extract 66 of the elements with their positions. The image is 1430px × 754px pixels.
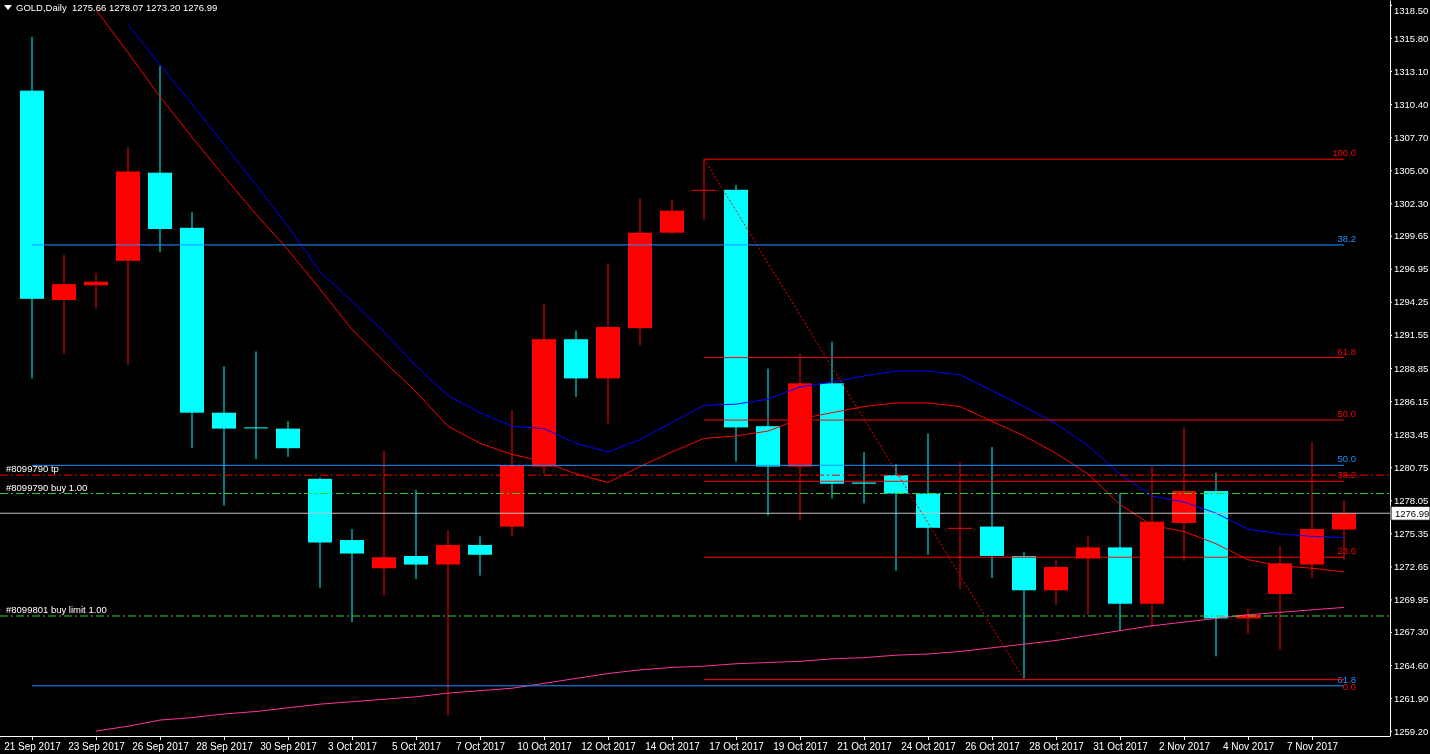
y-tick-label: 1318.50 bbox=[1394, 4, 1429, 16]
y-tick-label: 1275.35 bbox=[1394, 527, 1429, 539]
x-tick-label: 10 Oct 2017 bbox=[517, 741, 573, 753]
x-tick-label: 26 Sep 2017 bbox=[132, 741, 190, 753]
y-tick-label: 1269.95 bbox=[1394, 593, 1429, 605]
x-tick-label: 7 Oct 2017 bbox=[456, 741, 506, 753]
series-label: 50.0 bbox=[1337, 408, 1356, 420]
y-tick-label: 1299.65 bbox=[1394, 230, 1429, 242]
x-tick-label: 5 Oct 2017 bbox=[392, 741, 442, 753]
candlestick bbox=[1044, 559, 1068, 606]
y-tick-label: 1310.40 bbox=[1394, 98, 1429, 110]
y-tick-label: 1307.70 bbox=[1394, 131, 1429, 143]
chart-title: GOLD,Daily 1275.66 1278.07 1273.20 1276.99 bbox=[16, 2, 218, 13]
x-tick-label: 14 Oct 2017 bbox=[645, 741, 701, 753]
y-tick-label: 1280.75 bbox=[1394, 461, 1429, 473]
candlestick bbox=[660, 199, 684, 235]
candlestick bbox=[244, 350, 268, 460]
series-label: 61.8 bbox=[1337, 345, 1356, 357]
y-tick-label: 1302.30 bbox=[1394, 197, 1429, 209]
x-tick-label: 28 Oct 2017 bbox=[1029, 741, 1085, 753]
candlestick bbox=[276, 420, 300, 458]
x-tick-label: 31 Oct 2017 bbox=[1093, 741, 1149, 753]
ref-line-label: #8099801 buy limit 1.00 bbox=[6, 603, 107, 615]
y-tick-label: 1278.05 bbox=[1394, 494, 1429, 506]
x-tick-label: 4 Nov 2017 bbox=[1222, 741, 1275, 753]
x-tick-label: 7 Nov 2017 bbox=[1286, 741, 1339, 753]
y-tick-label: 1288.85 bbox=[1394, 362, 1429, 374]
candlestick bbox=[52, 254, 76, 355]
y-tick-label: 1313.10 bbox=[1394, 65, 1429, 77]
y-tick-label: 1286.15 bbox=[1394, 395, 1429, 407]
y-tick-label: 1315.80 bbox=[1394, 32, 1429, 44]
candlestick bbox=[436, 529, 460, 717]
x-tick-label: 23 Sep 2017 bbox=[68, 741, 126, 753]
series-label: 50.0 bbox=[1337, 453, 1356, 465]
ref-line-label: #8099790 buy 1.00 bbox=[6, 481, 88, 493]
y-tick-label: 1296.95 bbox=[1394, 263, 1429, 275]
x-tick-label: 24 Oct 2017 bbox=[901, 741, 957, 753]
ref-line-label: #8099790 tp bbox=[6, 463, 59, 475]
y-tick-label: 1264.60 bbox=[1394, 659, 1429, 671]
y-tick-label: 1267.30 bbox=[1394, 626, 1429, 638]
x-tick-label: 30 Sep 2017 bbox=[260, 741, 318, 753]
candlestick bbox=[404, 489, 428, 580]
y-tick-label: 1261.90 bbox=[1394, 692, 1429, 704]
x-tick-label: 2 Nov 2017 bbox=[1158, 741, 1211, 753]
y-tick-label: 1272.65 bbox=[1394, 560, 1429, 572]
x-tick-label: 21 Sep 2017 bbox=[4, 741, 62, 753]
y-tick-label: 1283.45 bbox=[1394, 428, 1429, 440]
y-tick-label: 1294.25 bbox=[1394, 296, 1429, 308]
x-tick-label: 19 Oct 2017 bbox=[773, 741, 829, 753]
ref-line-label: 1276.99 bbox=[1395, 508, 1430, 520]
candlestick bbox=[468, 535, 492, 577]
series-label: 38.2 bbox=[1337, 232, 1356, 244]
x-tick-label: 21 Oct 2017 bbox=[837, 741, 893, 753]
x-tick-label: 28 Sep 2017 bbox=[196, 741, 254, 753]
x-tick-label: 17 Oct 2017 bbox=[709, 741, 765, 753]
series-label: 23.6 bbox=[1337, 545, 1356, 557]
x-tick-label: 3 Oct 2017 bbox=[328, 741, 378, 753]
y-tick-label: 1259.20 bbox=[1394, 725, 1429, 737]
candlestick bbox=[212, 365, 236, 507]
series-label: 61.8 bbox=[1337, 673, 1356, 685]
series-label: 100.0 bbox=[1332, 147, 1356, 159]
y-tick-label: 1305.00 bbox=[1394, 164, 1429, 176]
y-tick-label: 1291.55 bbox=[1394, 329, 1429, 341]
x-tick-label: 12 Oct 2017 bbox=[581, 741, 637, 753]
x-tick-label: 26 Oct 2017 bbox=[965, 741, 1021, 753]
candlestick bbox=[340, 528, 364, 623]
